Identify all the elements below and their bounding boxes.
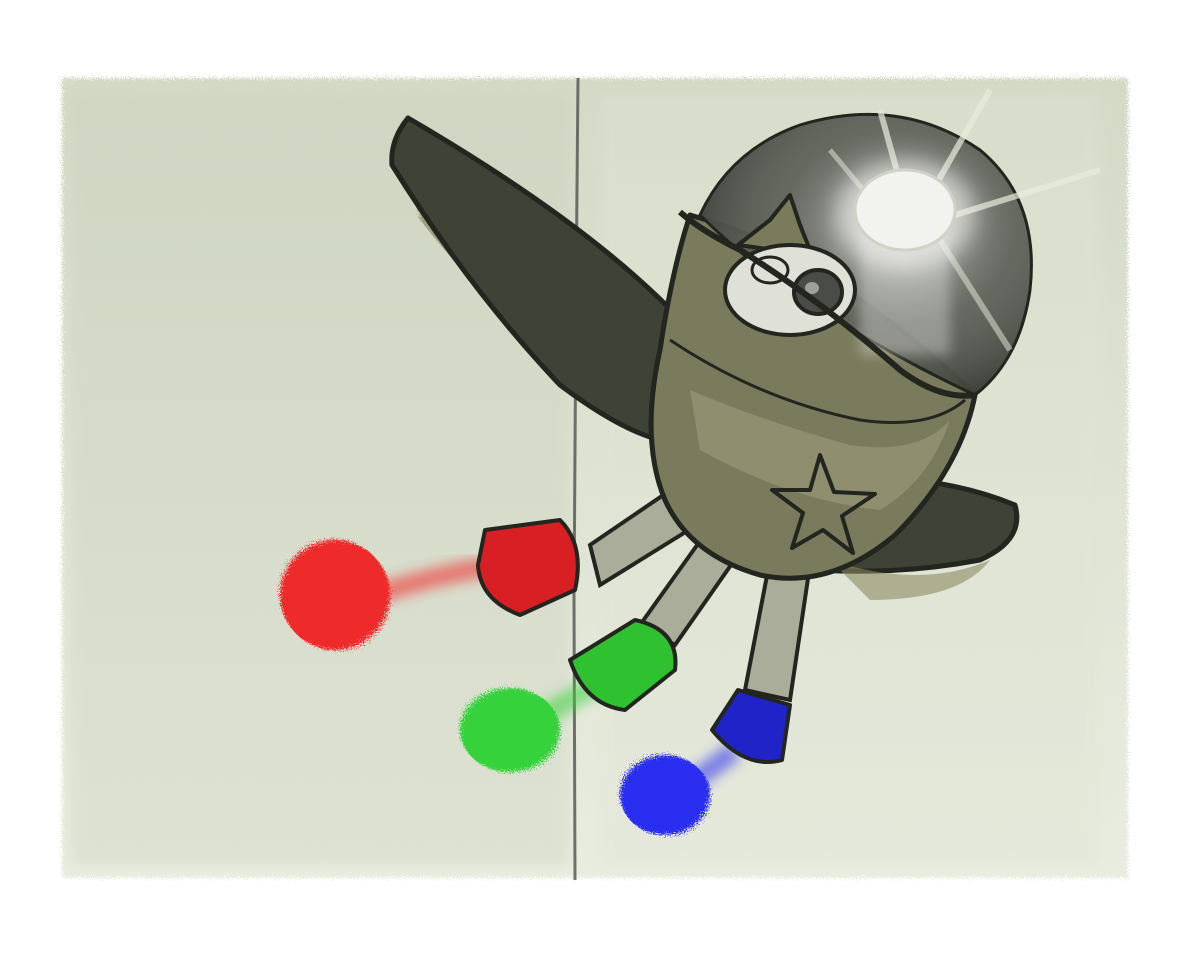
dome-rib — [954, 167, 1101, 218]
cat-right-eye — [792, 268, 844, 316]
beacon-bulb — [853, 168, 957, 252]
hull-highlight — [690, 390, 950, 510]
cat-eye-shine — [805, 282, 819, 294]
lower-wing-shadow — [830, 560, 990, 600]
cat-pilot — [723, 193, 857, 337]
thruster-blue — [620, 688, 792, 835]
upper-wing — [389, 115, 693, 443]
thruster-green-ball — [460, 688, 560, 772]
dome-rib — [937, 238, 1013, 352]
star-emblem-icon — [770, 453, 877, 555]
hull-band-stroke — [669, 338, 966, 424]
thruster-red-ball — [280, 540, 390, 650]
hull-rim — [677, 209, 976, 399]
thruster-red — [280, 518, 580, 650]
thruster-blue-ball — [620, 755, 710, 835]
thruster-blue-cap — [710, 688, 792, 764]
thruster-green — [460, 618, 678, 772]
thruster-green-cap — [568, 618, 678, 712]
thruster-red-cap — [476, 518, 580, 617]
paper-fold-line — [572, 77, 580, 881]
beacon-light — [835, 160, 975, 355]
